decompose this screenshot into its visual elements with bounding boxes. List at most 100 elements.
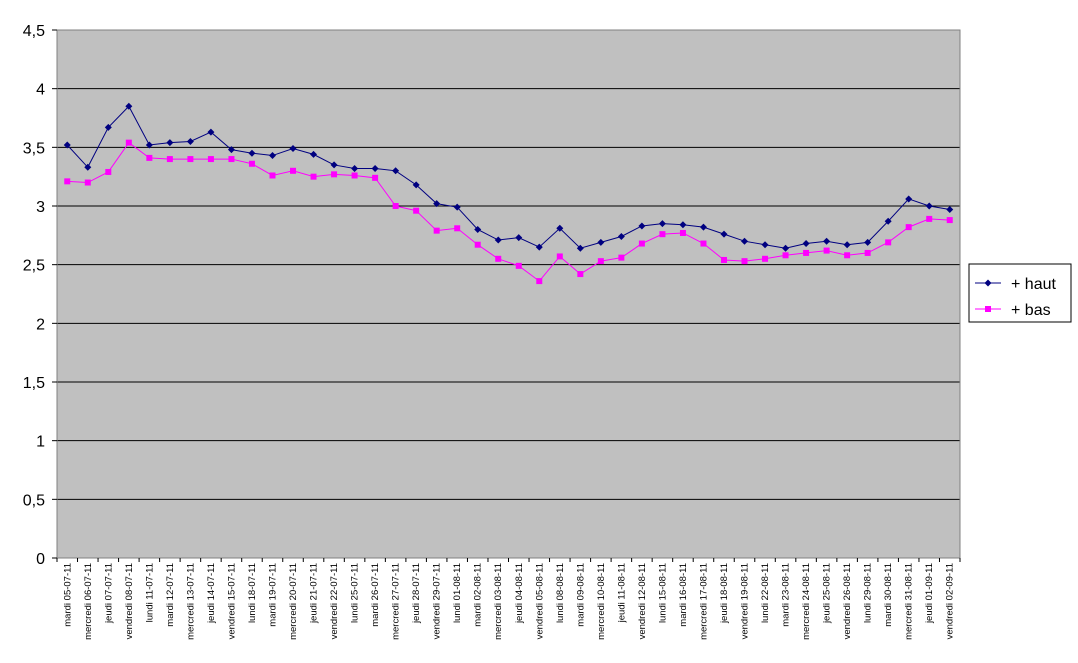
data-point xyxy=(885,239,892,246)
x-tick-label: mardi 12-07-11 xyxy=(165,563,176,627)
data-point xyxy=(331,171,338,178)
data-point xyxy=(720,230,728,238)
data-point xyxy=(64,178,71,185)
data-point xyxy=(925,202,933,210)
data-point xyxy=(187,156,194,163)
y-tick-label: 4 xyxy=(36,82,45,99)
x-tick-label: vendredi 02-09-11 xyxy=(945,563,956,639)
x-tick-label: lundi 18-07-11 xyxy=(247,563,258,623)
x-tick-label: jeudi 21-07-11 xyxy=(309,563,320,624)
data-point xyxy=(761,241,769,249)
x-tick-label: mardi 05-07-11 xyxy=(62,563,73,627)
data-point xyxy=(556,253,563,260)
data-point xyxy=(248,149,256,157)
x-tick-label: mardi 19-07-11 xyxy=(267,563,278,627)
x-tick-label: mardi 26-07-11 xyxy=(370,563,381,627)
data-point xyxy=(658,220,666,228)
data-point xyxy=(884,217,892,225)
x-tick-label: mercredi 10-08-11 xyxy=(596,563,607,640)
x-tick-label: lundi 15-08-11 xyxy=(657,563,668,623)
data-point xyxy=(803,249,810,256)
x-tick-label: vendredi 05-08-11 xyxy=(534,563,545,639)
data-point xyxy=(617,233,625,241)
data-point xyxy=(146,154,153,161)
x-tick-label: mardi 23-08-11 xyxy=(781,563,792,627)
x-tick-label: jeudi 18-08-11 xyxy=(719,563,730,624)
x-tick-label: mercredi 27-07-11 xyxy=(391,563,402,640)
x-tick-label: vendredi 26-08-11 xyxy=(842,563,853,639)
data-point xyxy=(330,161,338,169)
data-point xyxy=(699,223,707,231)
legend-label: + haut xyxy=(1011,276,1056,293)
y-tick-label: 0 xyxy=(36,551,45,568)
legend-box xyxy=(968,263,1072,323)
data-point xyxy=(207,128,215,136)
data-point xyxy=(145,141,153,149)
x-tick-label: jeudi 01-09-11 xyxy=(924,563,935,624)
data-point xyxy=(351,172,358,179)
data-point xyxy=(843,241,851,249)
data-point xyxy=(576,244,584,252)
data-point xyxy=(166,156,173,163)
x-tick-label: lundi 08-08-11 xyxy=(555,563,566,623)
plot-area xyxy=(57,30,960,558)
x-tick-label: jeudi 07-07-11 xyxy=(103,563,114,624)
data-point xyxy=(104,123,112,131)
data-point xyxy=(433,227,440,234)
data-point xyxy=(494,236,502,244)
data-point xyxy=(638,240,645,247)
data-point xyxy=(125,102,133,110)
data-point xyxy=(515,262,522,269)
data-point xyxy=(679,221,687,229)
data-point xyxy=(535,243,543,251)
x-tick-label: jeudi 25-08-11 xyxy=(822,563,833,624)
data-point xyxy=(495,255,502,262)
data-point xyxy=(823,247,830,254)
y-tick-label: 3,5 xyxy=(23,140,45,157)
data-point xyxy=(782,244,790,252)
data-point xyxy=(372,174,379,181)
x-tick-label: mercredi 13-07-11 xyxy=(185,563,196,640)
x-tick-label: jeudi 14-07-11 xyxy=(206,563,217,624)
y-tick-label: 3 xyxy=(36,199,45,216)
x-tick-label: mercredi 31-08-11 xyxy=(904,563,915,640)
data-point xyxy=(351,164,359,172)
data-point xyxy=(864,249,871,256)
x-tick-label: jeudi 11-08-11 xyxy=(616,563,627,623)
data-point xyxy=(597,258,604,265)
x-tick-label: mardi 30-08-11 xyxy=(883,563,894,627)
x-tick-label: mardi 02-08-11 xyxy=(473,563,484,627)
y-tick-label: 1,5 xyxy=(23,375,45,392)
x-tick-label: mercredi 20-07-11 xyxy=(288,563,299,640)
x-tick-label: vendredi 15-07-11 xyxy=(226,563,237,639)
legend-marker xyxy=(985,306,991,312)
data-point xyxy=(84,179,91,186)
data-point xyxy=(577,271,584,278)
data-point xyxy=(413,207,420,214)
data-point xyxy=(474,225,482,233)
x-tick-label: mercredi 24-08-11 xyxy=(801,563,812,640)
data-point xyxy=(268,152,276,160)
data-point xyxy=(474,241,481,248)
data-point xyxy=(618,254,625,261)
data-point xyxy=(392,203,399,209)
data-point xyxy=(186,137,194,145)
data-point xyxy=(515,234,523,242)
data-point xyxy=(679,229,686,236)
x-tick-label: jeudi 28-07-11 xyxy=(411,563,422,624)
data-point xyxy=(762,255,769,262)
data-point xyxy=(63,141,71,149)
x-tick-label: vendredi 12-08-11 xyxy=(637,563,648,639)
data-point xyxy=(597,238,605,246)
legend-label: + bas xyxy=(1011,302,1051,319)
series-line xyxy=(67,141,950,282)
x-tick-label: jeudi 04-08-11 xyxy=(514,563,525,624)
data-point xyxy=(638,222,646,230)
y-tick-label: 2 xyxy=(36,316,45,333)
data-point xyxy=(741,258,748,265)
data-point xyxy=(905,224,912,231)
data-point xyxy=(310,173,317,180)
data-point xyxy=(659,231,666,238)
x-tick-label: vendredi 19-08-11 xyxy=(740,563,751,639)
x-tick-label: mardi 09-08-11 xyxy=(575,563,586,627)
